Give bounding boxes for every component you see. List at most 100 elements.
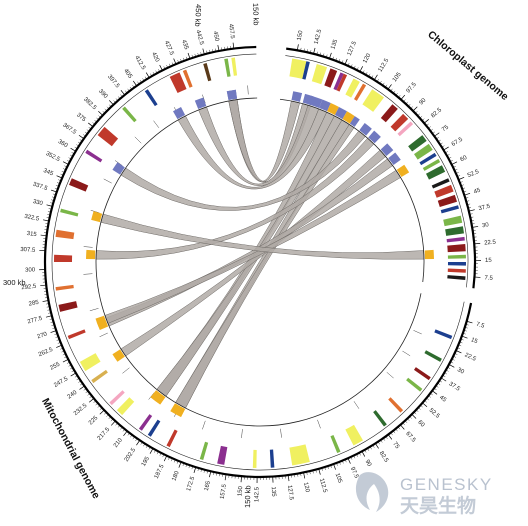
axis-minor-tick bbox=[468, 206, 472, 209]
axis-minor-tick bbox=[104, 108, 108, 112]
axis-minor-tick bbox=[426, 123, 429, 126]
axis-minor-tick bbox=[171, 458, 173, 462]
axis-minor-tick bbox=[470, 220, 475, 222]
axis-minor-tick bbox=[166, 64, 168, 68]
axis-minor-tick bbox=[430, 128, 433, 132]
axis-minor-tick bbox=[96, 117, 99, 120]
axis-minor-tick bbox=[61, 171, 65, 173]
chloroplast-axis bbox=[286, 47, 477, 289]
axis-minor-tick bbox=[69, 154, 73, 157]
gene-block bbox=[447, 275, 466, 280]
tick-label: 82.5 bbox=[378, 450, 390, 464]
axis-minor-tick bbox=[117, 425, 121, 428]
gene-block bbox=[116, 397, 135, 416]
link-anchor bbox=[342, 111, 355, 124]
tick-label: 382.5 bbox=[82, 97, 98, 112]
axis-tick bbox=[440, 377, 447, 382]
axis-minor-tick bbox=[64, 356, 67, 359]
axis-tick bbox=[79, 385, 85, 390]
axis-minor-tick bbox=[206, 470, 208, 474]
gene-block bbox=[166, 429, 178, 448]
gene-block bbox=[345, 424, 363, 446]
tick-label: 135 bbox=[330, 38, 339, 50]
tick-label: 105 bbox=[334, 473, 343, 485]
tick-label: 45 bbox=[438, 395, 447, 404]
axis-tick bbox=[46, 204, 53, 207]
axis-minor-tick bbox=[93, 400, 96, 403]
axis-minor-tick bbox=[469, 213, 473, 215]
tick-label: 112.5 bbox=[378, 57, 391, 73]
axis-minor-tick bbox=[462, 187, 466, 190]
gene-block bbox=[422, 159, 441, 171]
axis-minor-tick bbox=[49, 318, 53, 320]
axis-minor-tick bbox=[409, 416, 412, 419]
gene-block bbox=[440, 205, 459, 214]
tick-label: 15 bbox=[485, 258, 492, 264]
axis-minor-tick bbox=[383, 438, 386, 441]
tick-label: 352.5 bbox=[45, 151, 62, 163]
link-anchor bbox=[170, 403, 186, 418]
axis-minor-tick bbox=[315, 469, 317, 473]
axis-minor-tick bbox=[457, 175, 461, 177]
gene-block bbox=[390, 113, 409, 132]
axis-tick bbox=[411, 413, 417, 419]
gene-block bbox=[425, 165, 446, 180]
axis-minor-tick bbox=[60, 347, 64, 350]
mito-scale-label-150kb: 150 kb bbox=[243, 485, 252, 508]
axis-minor-tick bbox=[442, 375, 446, 377]
tick-label: 247.5 bbox=[53, 376, 70, 389]
gene-block bbox=[122, 106, 137, 123]
mitochondrial-genome-title: Mitochondrial genome bbox=[39, 396, 102, 501]
axis-tick bbox=[373, 74, 378, 81]
tick-label: 165 bbox=[204, 480, 212, 492]
tick-label: 330 bbox=[32, 199, 44, 208]
axis-tick bbox=[329, 52, 332, 59]
axis-minor-tick bbox=[132, 85, 135, 88]
axis-minor-tick bbox=[130, 434, 133, 438]
axis-minor-tick bbox=[78, 380, 81, 383]
tick-label: 360 bbox=[57, 139, 69, 150]
axis-tick bbox=[70, 147, 76, 152]
gene-block bbox=[138, 414, 153, 431]
axis-tick bbox=[78, 134, 85, 139]
axis-minor-tick bbox=[327, 466, 329, 469]
axis-minor-tick bbox=[471, 223, 475, 225]
axis-minor-tick bbox=[71, 370, 75, 372]
axis-minor-tick bbox=[162, 454, 165, 458]
link-anchor bbox=[150, 390, 166, 405]
axis-tick bbox=[318, 468, 321, 475]
axis-tick bbox=[387, 84, 392, 90]
axis-minor-tick bbox=[410, 106, 413, 109]
axis-tick bbox=[98, 111, 103, 116]
gene-block bbox=[434, 329, 453, 340]
tick-label: 52.5 bbox=[428, 408, 441, 421]
gene-block bbox=[408, 135, 427, 152]
axis-minor-tick bbox=[393, 430, 396, 434]
axis-tick bbox=[472, 226, 479, 228]
tick-label: 60 bbox=[459, 155, 468, 164]
axis-minor-tick bbox=[46, 303, 50, 305]
axis-minor-tick bbox=[344, 459, 347, 463]
axis-tick bbox=[120, 90, 125, 96]
gene-block bbox=[330, 435, 341, 453]
axis-minor-tick bbox=[404, 420, 408, 424]
link-anchor bbox=[424, 249, 434, 260]
tick-label: 292.5 bbox=[21, 284, 37, 292]
axis-minor-tick bbox=[336, 462, 338, 466]
tick-label: 22.5 bbox=[464, 352, 478, 363]
gene-block bbox=[311, 63, 328, 85]
axis-minor-tick bbox=[200, 468, 202, 472]
axis-minor-tick bbox=[332, 56, 334, 60]
axis-tick bbox=[443, 146, 449, 151]
axis-minor-tick bbox=[57, 342, 61, 344]
logo-text-cn: 天昊生物 bbox=[400, 494, 476, 517]
axis-minor-tick bbox=[377, 441, 380, 445]
gene-block bbox=[414, 367, 431, 381]
link-anchor bbox=[226, 89, 238, 101]
axis-tick bbox=[149, 448, 154, 454]
axis-tick bbox=[412, 106, 418, 112]
link-anchor bbox=[349, 116, 360, 127]
axis-minor-tick bbox=[330, 465, 332, 468]
axis-minor-tick bbox=[173, 459, 176, 463]
mitochondrial-axis bbox=[43, 45, 473, 479]
